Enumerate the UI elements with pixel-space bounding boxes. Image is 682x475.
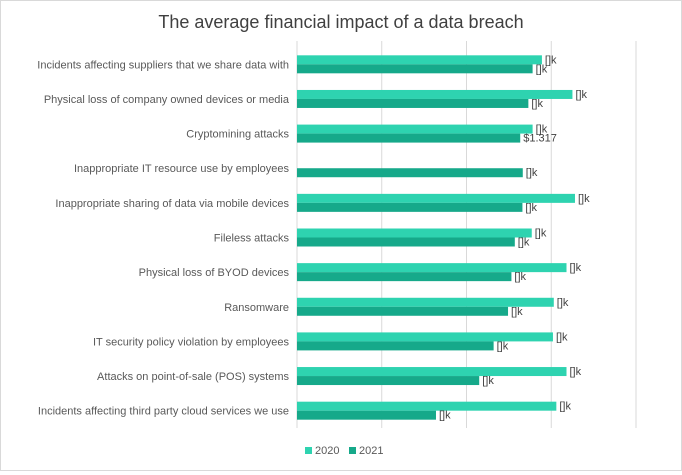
bar-2021	[297, 376, 480, 386]
bars	[297, 55, 575, 420]
data-label: []k	[511, 306, 523, 318]
bar-2021	[297, 237, 515, 247]
bar-2020	[297, 228, 532, 238]
category-label: Ransomware	[224, 302, 289, 314]
data-label: []k	[536, 63, 548, 75]
bar-2020	[297, 263, 567, 273]
data-label: []k	[439, 410, 451, 422]
bar-2021	[297, 202, 523, 212]
category-label: Attacks on point-of-sale (POS) systems	[97, 371, 289, 383]
category-label: Inappropriate sharing of data via mobile…	[55, 198, 289, 210]
bar-2020	[297, 401, 557, 411]
data-label: []k	[575, 89, 587, 101]
data-label: []k	[545, 54, 557, 66]
data-label: $1.317	[523, 133, 557, 145]
bar-2021	[297, 341, 494, 351]
bar-2020	[297, 367, 567, 377]
data-label: []k	[531, 98, 543, 110]
category-label: IT security policy violation by employee…	[93, 336, 290, 348]
data-label: []k	[536, 124, 548, 136]
data-label: []k	[556, 331, 568, 343]
legend-swatch-2020	[305, 447, 312, 454]
bar-2021	[297, 98, 529, 108]
bar-2020	[297, 89, 573, 99]
chart-title: The average financial impact of a data b…	[158, 12, 523, 32]
bar-2020	[297, 193, 575, 203]
legend-label-2020: 2020	[315, 445, 339, 457]
data-label: []k	[557, 297, 569, 309]
bar-2020	[297, 297, 554, 307]
bar-2020	[297, 55, 542, 65]
category-label: Incidents affecting third party cloud se…	[38, 406, 289, 418]
data-label: []k	[570, 262, 582, 274]
category-label: Physical loss of BYOD devices	[139, 267, 290, 279]
category-label: Fileless attacks	[214, 233, 290, 245]
category-label: Incidents affecting suppliers that we sh…	[37, 59, 289, 71]
data-label: []k	[535, 228, 547, 240]
bar-2021	[297, 133, 521, 143]
bar-2020	[297, 332, 553, 342]
bar-2021	[297, 306, 509, 316]
data-label: []k	[518, 237, 530, 249]
data-labels: []k[]k[]k[]k[]k$1.317[]k[]k[]k[]k[]k[]k[…	[439, 54, 590, 421]
legend-label-2021: 2021	[359, 445, 383, 457]
data-label: []k	[559, 401, 571, 413]
category-label: Physical loss of company owned devices o…	[44, 94, 290, 106]
bar-2021	[297, 168, 523, 178]
category-label: Inappropriate IT resource use by employe…	[74, 163, 290, 175]
data-label: []k	[514, 271, 526, 283]
category-label: Cryptomining attacks	[186, 129, 289, 141]
data-label: []k	[570, 366, 582, 378]
data-label: []k	[526, 167, 538, 179]
bar-2021	[297, 272, 512, 282]
legend-swatch-2021	[349, 447, 356, 454]
bar-2021	[297, 64, 533, 74]
data-label: []k	[497, 340, 509, 352]
legend: 2020 2021	[305, 445, 383, 457]
bar-2021	[297, 410, 436, 420]
bar-2020	[297, 124, 533, 134]
data-label: []k	[578, 193, 590, 205]
category-labels: Incidents affecting suppliers that we sh…	[37, 59, 290, 417]
data-label: []k	[482, 375, 494, 387]
data-label: []k	[525, 202, 537, 214]
